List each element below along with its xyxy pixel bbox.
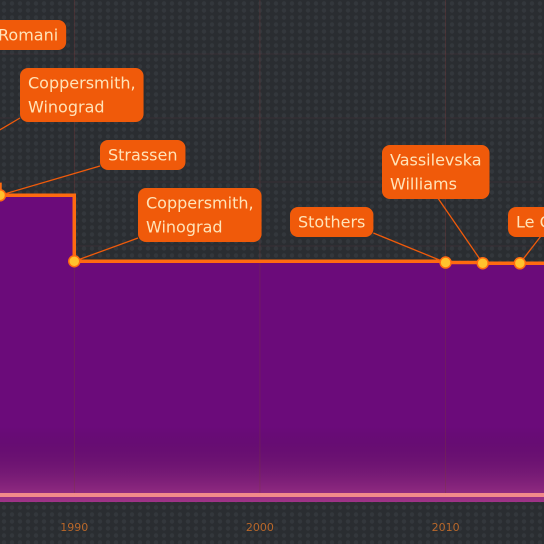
callout-label: Coppersmith, (146, 194, 254, 213)
callout-label: Le Gall (516, 213, 544, 232)
connector (435, 194, 484, 264)
callout-box (20, 68, 144, 122)
callout: Le Gall (508, 207, 544, 264)
callout-label: Winograd (146, 218, 223, 237)
callout: Coppersmith, Winograd (74, 188, 262, 262)
callout: Romani (0, 20, 67, 50)
x-tick-label: 1990 (60, 521, 88, 534)
point (476, 256, 489, 270)
callout: Strassen (0, 140, 186, 196)
callout-box (508, 207, 544, 237)
callout-label: Stothers (298, 213, 365, 232)
callout: Vassilevska Williams (382, 145, 490, 264)
connector (373, 232, 446, 264)
callout-box (290, 207, 374, 237)
callout-label: Romani (0, 26, 58, 45)
connector (0, 165, 101, 196)
area-fade (0, 200, 544, 502)
point (0, 189, 7, 202)
callout: Coppersmith, Winograd (0, 68, 144, 131)
point (68, 254, 81, 268)
callout: Stothers (290, 207, 446, 264)
callout-box (138, 188, 262, 242)
callout-label: Vassilevska (390, 151, 482, 170)
callout-box (0, 20, 67, 50)
connector (74, 237, 139, 262)
callout-label: Winograd (28, 98, 105, 117)
connector (519, 232, 544, 264)
x-tick-label: 2010 (432, 521, 460, 534)
callout-label: Strassen (108, 146, 177, 165)
callout-box (382, 145, 490, 199)
point (513, 257, 527, 270)
callout-box (100, 140, 186, 170)
point (439, 256, 452, 269)
x-tick-label: 2000 (246, 521, 274, 534)
connector (0, 117, 21, 131)
plot: Romani Coppersmith, Winograd Strassen Copper… (0, 0, 544, 502)
callout-label: Williams (390, 175, 457, 194)
callout-label: Coppersmith, (28, 74, 136, 93)
